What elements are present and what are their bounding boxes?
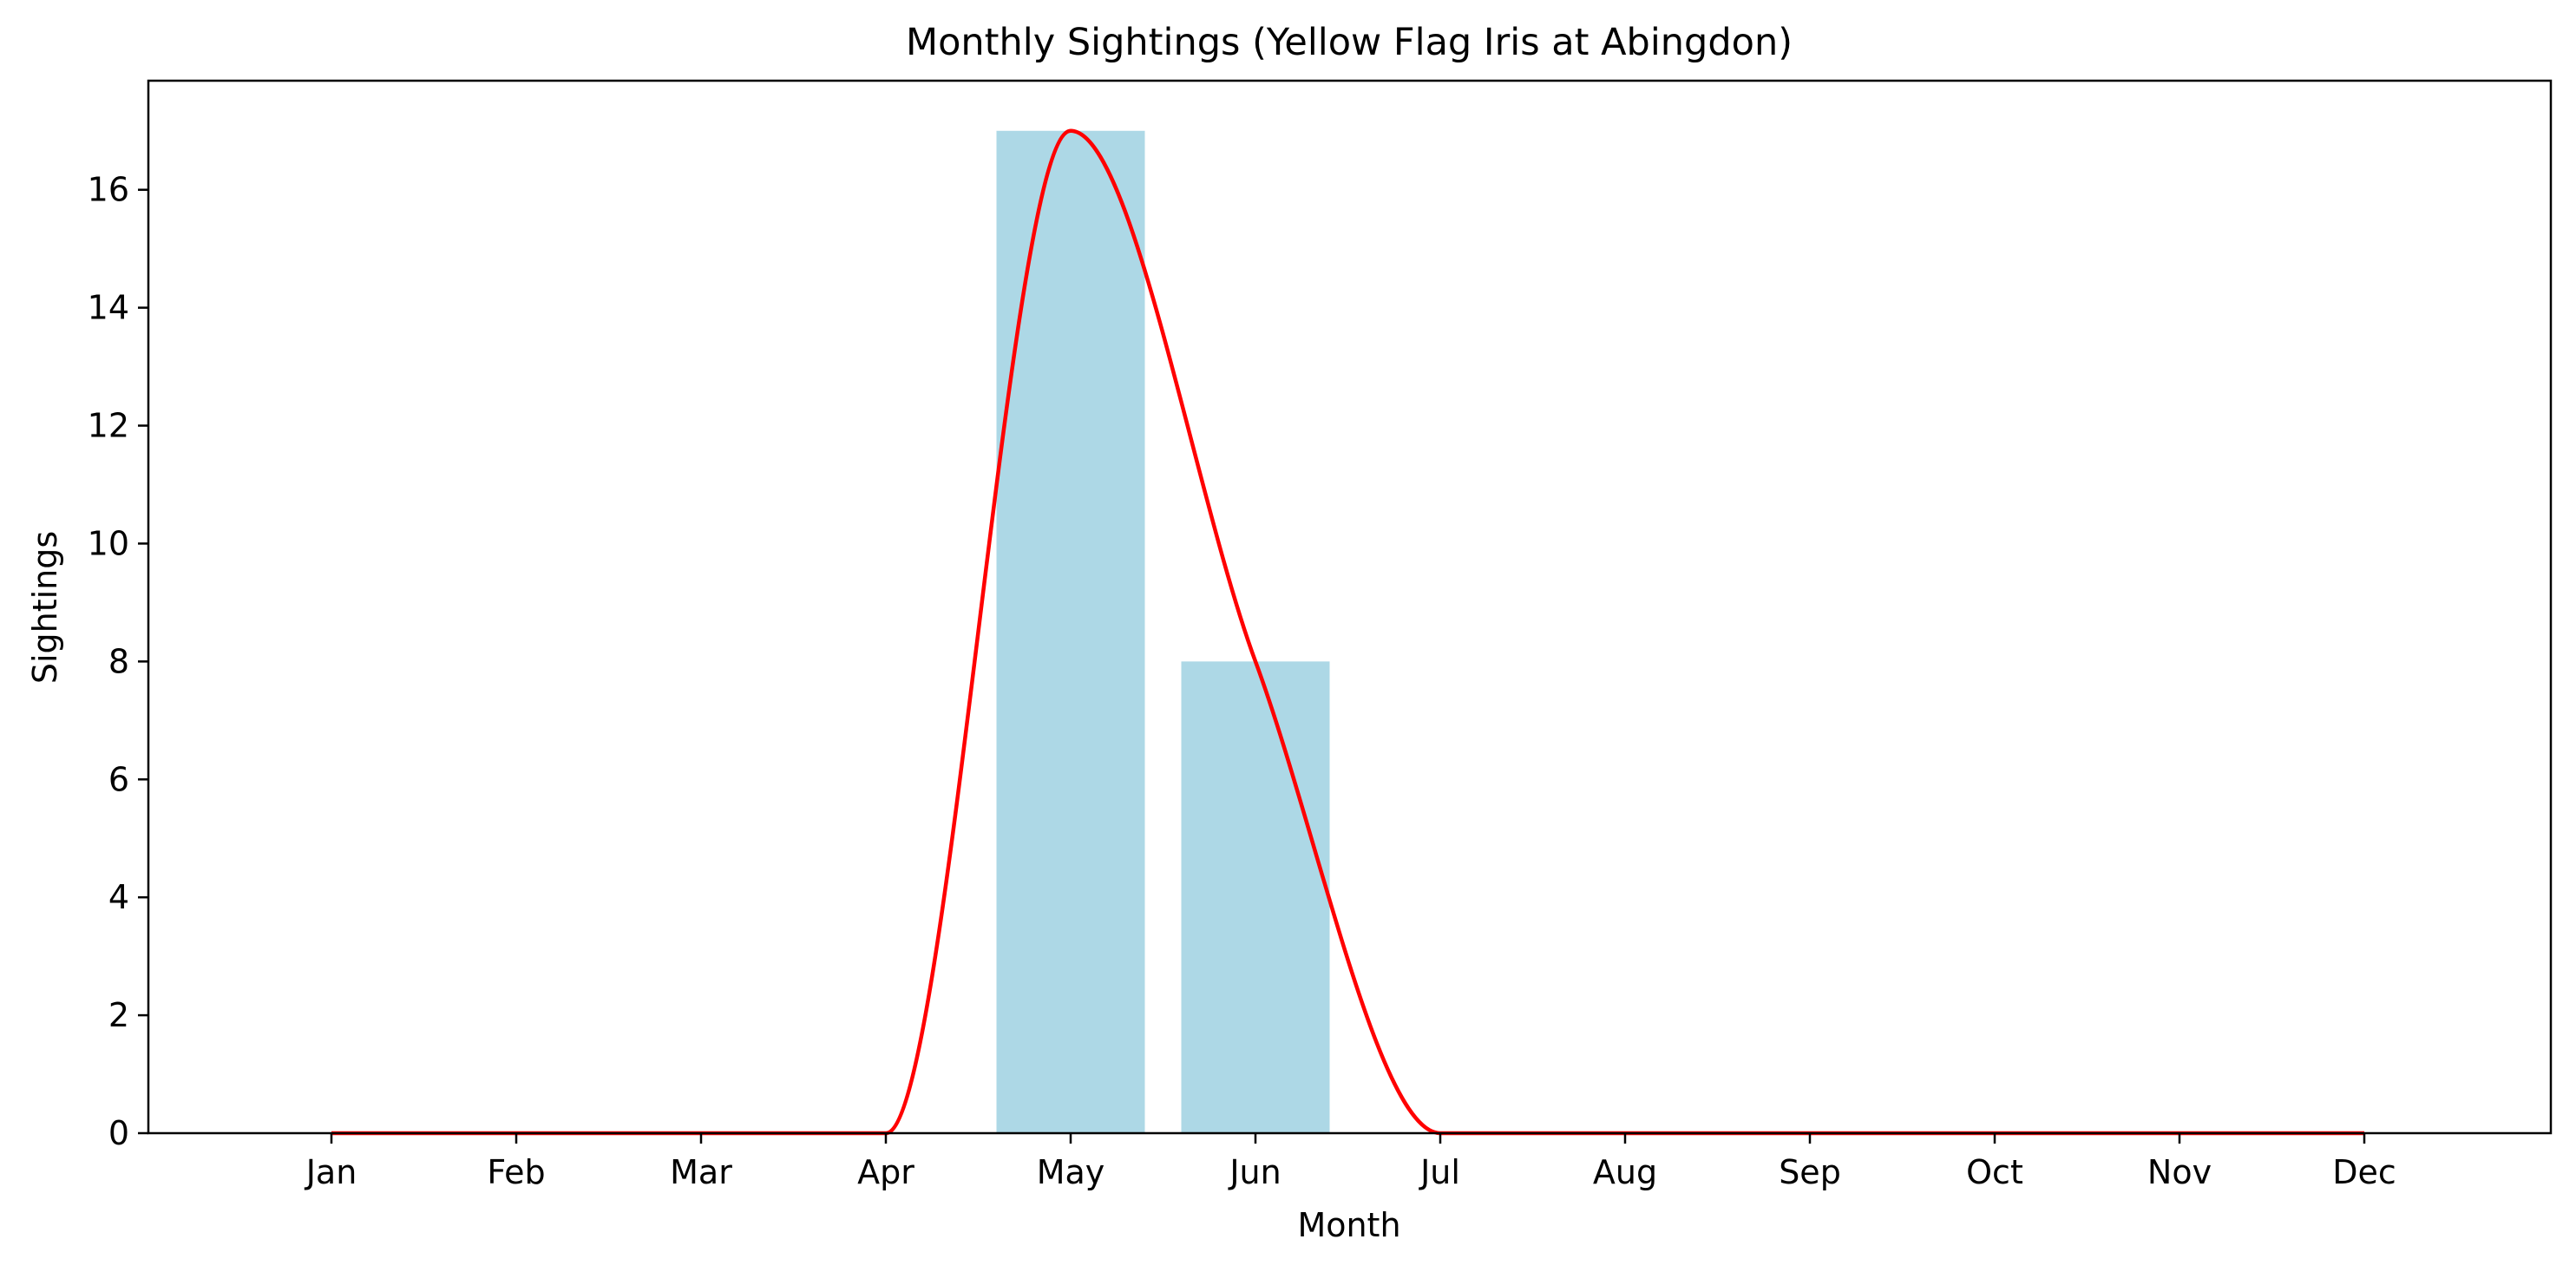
x-tick-label-dec: Dec — [2332, 1153, 2396, 1191]
chart-title: Monthly Sightings (Yellow Flag Iris at A… — [906, 21, 1793, 64]
y-axis: 0 2 4 6 8 10 12 14 16 — [88, 171, 148, 1152]
x-tick-label-aug: Aug — [1593, 1153, 1657, 1191]
x-tick-label-oct: Oct — [1966, 1153, 2023, 1191]
x-tick-label-apr: Apr — [857, 1153, 914, 1191]
x-tick-label-sep: Sep — [1779, 1153, 1841, 1191]
y-tick-label-6: 6 — [108, 760, 129, 798]
y-tick-label-8: 8 — [108, 642, 129, 680]
y-tick-label-10: 10 — [88, 524, 129, 562]
sightings-trend-line — [331, 128, 2364, 1136]
y-tick-label-4: 4 — [108, 878, 129, 916]
x-axis-label: Month — [1297, 1206, 1400, 1244]
x-tick-label-jul: Jul — [1419, 1153, 1460, 1191]
x-tick-label-mar: Mar — [670, 1153, 732, 1191]
x-tick-label-jun: Jun — [1228, 1153, 1281, 1191]
line-layer — [331, 128, 2364, 1136]
bar-may — [996, 130, 1145, 1133]
y-axis-label: Sightings — [26, 531, 64, 684]
x-axis: Jan Feb Mar Apr May Jun Jul Aug Sep Oct Nov Dec — [305, 1133, 2396, 1191]
y-tick-label-2: 2 — [108, 996, 129, 1034]
x-tick-label-jan: Jan — [305, 1153, 357, 1191]
x-tick-label-feb: Feb — [487, 1153, 545, 1191]
y-tick-label-14: 14 — [88, 289, 129, 327]
y-tick-label-16: 16 — [88, 171, 129, 209]
bar-jun — [1181, 661, 1330, 1133]
y-tick-label-0: 0 — [108, 1114, 129, 1152]
bars-layer — [996, 130, 1330, 1133]
x-tick-label-may: May — [1037, 1153, 1105, 1191]
y-tick-label-12: 12 — [88, 407, 129, 445]
plot-frame — [147, 79, 2553, 1135]
x-tick-label-nov: Nov — [2147, 1153, 2212, 1191]
